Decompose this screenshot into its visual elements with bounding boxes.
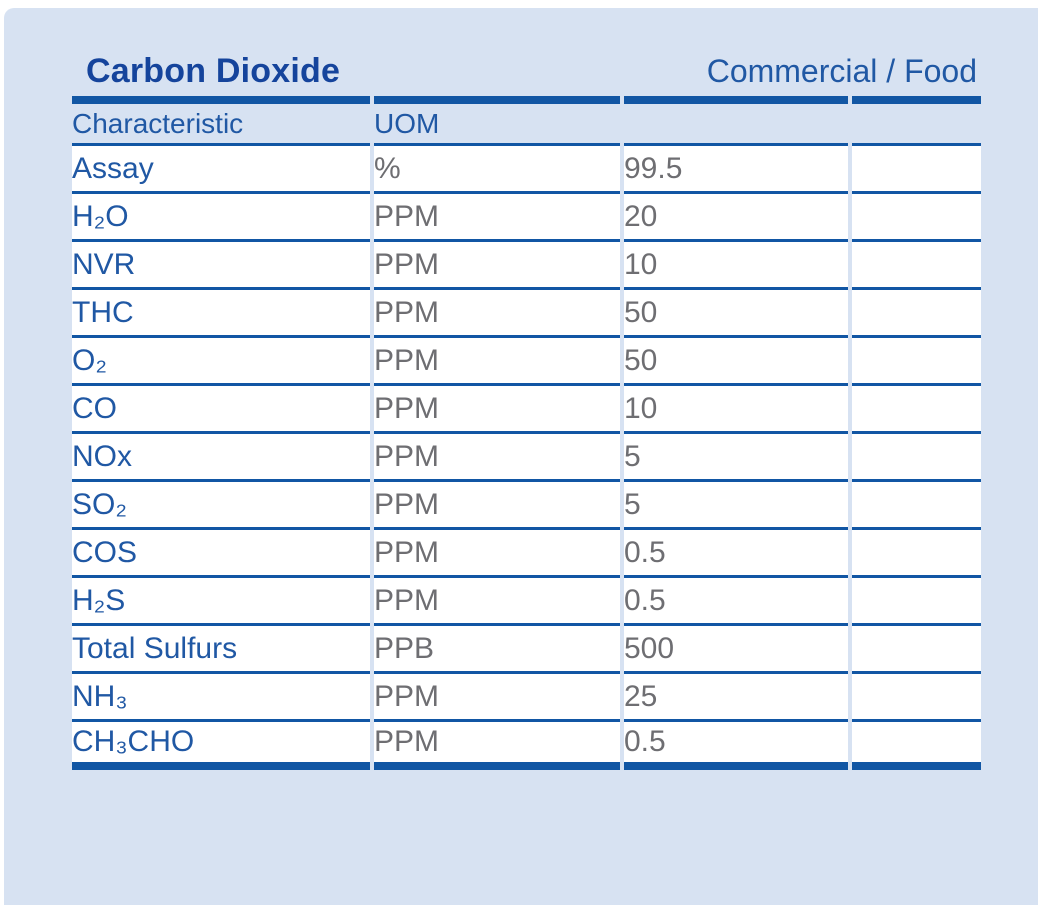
empty-cell [852, 290, 981, 338]
value-cell: 5 [624, 482, 848, 530]
value-cell: 10 [624, 242, 848, 290]
characteristic-cell: NOx [72, 434, 370, 482]
empty-cell [852, 386, 981, 434]
table-row: CH₃CHO PPM 0.5 [72, 722, 981, 770]
spec-table: Characteristic UOM Assay % 99.5 H₂O PPM … [68, 96, 985, 770]
value-cell: 5 [624, 434, 848, 482]
empty-cell [852, 482, 981, 530]
characteristic-cell: NH₃ [72, 674, 370, 722]
table-row: NVR PPM 10 [72, 242, 981, 290]
uom-cell: PPM [374, 434, 620, 482]
empty-cell [852, 674, 981, 722]
uom-cell: % [374, 146, 620, 194]
table-row: Assay % 99.5 [72, 146, 981, 194]
characteristic-cell: H₂O [72, 194, 370, 242]
uom-cell: PPM [374, 578, 620, 626]
column-header-empty [852, 96, 981, 146]
uom-cell: PPM [374, 194, 620, 242]
empty-cell [852, 530, 981, 578]
value-cell: 0.5 [624, 722, 848, 770]
empty-cell [852, 434, 981, 482]
uom-cell: PPM [374, 338, 620, 386]
value-cell: 50 [624, 290, 848, 338]
header-row: Characteristic UOM [72, 96, 981, 146]
table-row: COS PPM 0.5 [72, 530, 981, 578]
uom-cell: PPM [374, 674, 620, 722]
value-cell: 25 [624, 674, 848, 722]
characteristic-cell: Total Sulfurs [72, 626, 370, 674]
characteristic-cell: COS [72, 530, 370, 578]
uom-cell: PPM [374, 482, 620, 530]
table-row: O₂ PPM 50 [72, 338, 981, 386]
table-row: CO PPM 10 [72, 386, 981, 434]
characteristic-cell: O₂ [72, 338, 370, 386]
characteristic-cell: THC [72, 290, 370, 338]
sheet-header: Carbon Dioxide Commercial / Food [68, 52, 977, 91]
empty-cell [852, 242, 981, 290]
value-cell: 500 [624, 626, 848, 674]
characteristic-cell: CO [72, 386, 370, 434]
characteristic-cell: NVR [72, 242, 370, 290]
spec-table-header: Characteristic UOM [72, 96, 981, 146]
table-row: NH₃ PPM 25 [72, 674, 981, 722]
column-header-characteristic: Characteristic [72, 96, 370, 146]
column-header-uom: UOM [374, 96, 620, 146]
table-row: H₂O PPM 20 [72, 194, 981, 242]
characteristic-cell: H₂S [72, 578, 370, 626]
uom-cell: PPM [374, 242, 620, 290]
uom-cell: PPM [374, 386, 620, 434]
uom-cell: PPM [374, 290, 620, 338]
spec-sheet-panel: Carbon Dioxide Commercial / Food Charact… [4, 8, 1038, 905]
value-cell: 0.5 [624, 578, 848, 626]
uom-cell: PPM [374, 722, 620, 770]
table-row: Total Sulfurs PPB 500 [72, 626, 981, 674]
characteristic-cell: CH₃CHO [72, 722, 370, 770]
value-cell: 0.5 [624, 530, 848, 578]
table-row: NOx PPM 5 [72, 434, 981, 482]
grade-label: Commercial / Food [706, 53, 977, 89]
characteristic-cell: SO₂ [72, 482, 370, 530]
value-cell: 50 [624, 338, 848, 386]
table-row: THC PPM 50 [72, 290, 981, 338]
table-row: SO₂ PPM 5 [72, 482, 981, 530]
spec-table-body: Assay % 99.5 H₂O PPM 20 NVR PPM 10 THC P… [72, 146, 981, 770]
empty-cell [852, 578, 981, 626]
characteristic-cell: Assay [72, 146, 370, 194]
uom-cell: PPM [374, 530, 620, 578]
column-header-value [624, 96, 848, 146]
empty-cell [852, 626, 981, 674]
table-row: H₂S PPM 0.5 [72, 578, 981, 626]
value-cell: 20 [624, 194, 848, 242]
empty-cell [852, 338, 981, 386]
page-title: Carbon Dioxide [86, 52, 341, 90]
uom-cell: PPB [374, 626, 620, 674]
empty-cell [852, 722, 981, 770]
value-cell: 10 [624, 386, 848, 434]
empty-cell [852, 194, 981, 242]
value-cell: 99.5 [624, 146, 848, 194]
empty-cell [852, 146, 981, 194]
spec-sheet-content: Carbon Dioxide Commercial / Food Charact… [4, 52, 1038, 770]
